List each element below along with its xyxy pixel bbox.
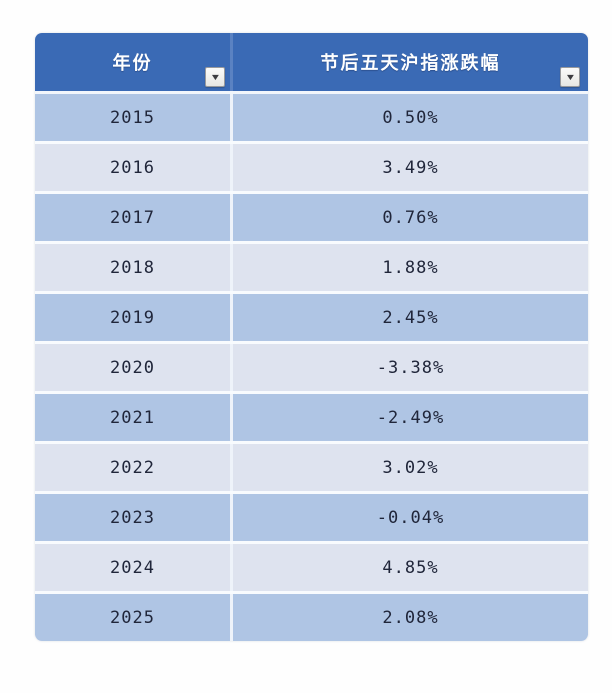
value-cell[interactable]: 0.50% [233, 94, 588, 141]
value-cell[interactable]: 2.45% [233, 294, 588, 341]
table-row: 2023 -0.04% [35, 491, 588, 541]
table-row: 2024 4.85% [35, 541, 588, 591]
header-cell-change: 节后五天沪指涨跌幅 ▼ [233, 33, 588, 91]
table-row: 2016 3.49% [35, 141, 588, 191]
table-body: 2015 0.50% 2016 3.49% 2017 0.76% 2018 1.… [35, 91, 588, 641]
year-cell[interactable]: 2018 [35, 244, 230, 291]
year-cell[interactable]: 2020 [35, 344, 230, 391]
table-header-row: 年份 ▼ 节后五天沪指涨跌幅 ▼ [35, 33, 588, 91]
year-cell[interactable]: 2017 [35, 194, 230, 241]
column-divider [230, 94, 233, 141]
value-cell[interactable]: 3.02% [233, 444, 588, 491]
year-cell[interactable]: 2021 [35, 394, 230, 441]
value-cell[interactable]: 3.49% [233, 144, 588, 191]
column-divider [230, 244, 233, 291]
column-divider [230, 594, 233, 641]
value-cell[interactable]: -2.49% [233, 394, 588, 441]
table-row: 2018 1.88% [35, 241, 588, 291]
table-row: 2022 3.02% [35, 441, 588, 491]
header-cell-year: 年份 ▼ [35, 33, 230, 91]
column-divider [230, 344, 233, 391]
year-cell[interactable]: 2016 [35, 144, 230, 191]
filter-dropdown-button-change[interactable]: ▼ [560, 67, 580, 87]
table-row: 2017 0.76% [35, 191, 588, 241]
filter-dropdown-icon: ▼ [209, 71, 221, 82]
header-label-year: 年份 [112, 53, 153, 73]
column-divider [230, 494, 233, 541]
table-row: 2021 -2.49% [35, 391, 588, 441]
data-table: 年份 ▼ 节后五天沪指涨跌幅 ▼ 2015 0.50% 2016 3.49% 2… [35, 33, 588, 641]
column-divider [230, 194, 233, 241]
value-cell[interactable]: 2.08% [233, 594, 588, 641]
filter-dropdown-button-year[interactable]: ▼ [205, 67, 225, 87]
value-cell[interactable]: -3.38% [233, 344, 588, 391]
year-cell[interactable]: 2025 [35, 594, 230, 641]
year-cell[interactable]: 2015 [35, 94, 230, 141]
column-divider [230, 294, 233, 341]
year-cell[interactable]: 2019 [35, 294, 230, 341]
filter-dropdown-icon: ▼ [564, 71, 576, 82]
column-divider [230, 33, 233, 91]
year-cell[interactable]: 2024 [35, 544, 230, 591]
column-divider [230, 444, 233, 491]
header-label-change: 节后五天沪指涨跌幅 [320, 53, 501, 73]
value-cell[interactable]: 4.85% [233, 544, 588, 591]
column-divider [230, 544, 233, 591]
year-cell[interactable]: 2023 [35, 494, 230, 541]
column-divider [230, 394, 233, 441]
table-row: 2025 2.08% [35, 591, 588, 641]
value-cell[interactable]: 1.88% [233, 244, 588, 291]
value-cell[interactable]: 0.76% [233, 194, 588, 241]
column-divider [230, 144, 233, 191]
table-row: 2020 -3.38% [35, 341, 588, 391]
value-cell[interactable]: -0.04% [233, 494, 588, 541]
table-row: 2015 0.50% [35, 91, 588, 141]
year-cell[interactable]: 2022 [35, 444, 230, 491]
table-row: 2019 2.45% [35, 291, 588, 341]
